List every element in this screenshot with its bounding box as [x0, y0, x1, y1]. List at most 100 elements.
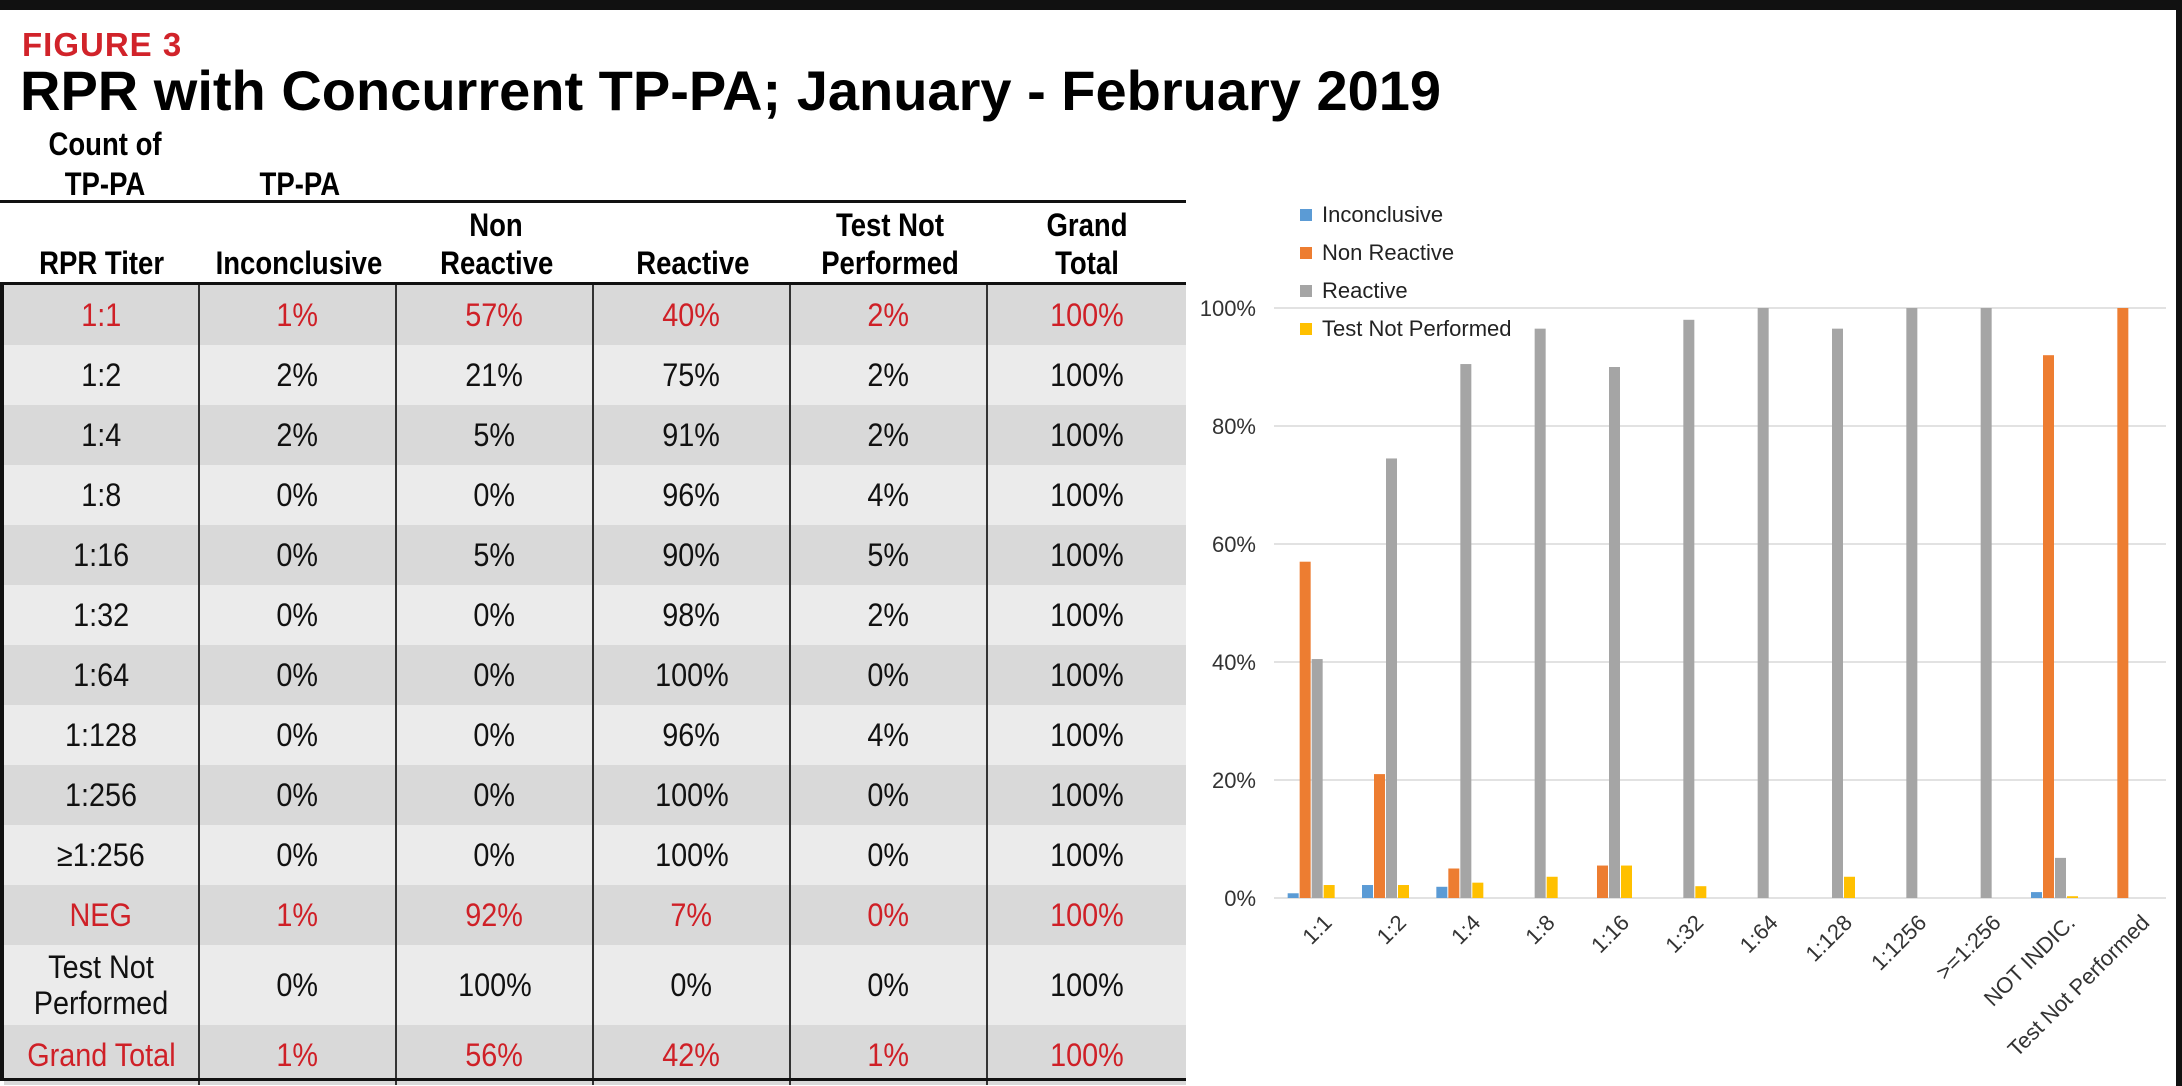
cell-text: 100% — [1050, 357, 1124, 393]
row-label-cell: 1:256 — [4, 765, 200, 825]
table-cell: 100% — [988, 705, 1186, 765]
header-top-rule — [0, 200, 1186, 203]
header-bottom-rule — [0, 282, 1186, 285]
legend-label: Test Not Performed — [1322, 316, 1512, 341]
table-cell: 40% — [594, 285, 791, 345]
cell-text: 0% — [276, 967, 319, 1003]
bar-non-reactive — [2043, 355, 2054, 898]
row-label-cell: 1:32 — [4, 585, 200, 645]
bar-inconclusive — [1436, 886, 1448, 898]
col-header-test-not-performed: Test Not Performed — [820, 207, 959, 281]
cell-text: 1:128 — [64, 717, 138, 753]
table-cell: 100% — [988, 285, 1186, 345]
table-row: 1:16 0% 5% 90% 5% 100% — [4, 525, 1186, 585]
cell-text: 100% — [1050, 837, 1124, 873]
row-label-cell: Test Not Performed — [4, 945, 200, 1025]
bar-reactive — [1609, 367, 1620, 898]
cell-text: 0% — [867, 837, 910, 873]
table-cell: 5% — [397, 525, 594, 585]
cell-text: 42% — [662, 1037, 721, 1073]
cell-text: 100% — [1050, 717, 1124, 753]
row-label-cell: 1:4 — [4, 405, 200, 465]
cell-text: Test Not Performed — [33, 949, 169, 1021]
table-cell: 100% — [988, 405, 1186, 465]
tppa-group-label: TP-PA — [200, 164, 400, 204]
table-cell: 4% — [791, 705, 988, 765]
table-cell: 0% — [397, 765, 594, 825]
cell-text: 0% — [867, 657, 910, 693]
cell-text: 100% — [1050, 967, 1124, 1003]
table-cell: 1% — [791, 1025, 988, 1085]
legend-swatch — [1300, 285, 1312, 297]
bar-inconclusive — [2031, 892, 2042, 898]
col-header-non-reactive: Non Reactive — [439, 207, 553, 281]
cell-text: 96% — [662, 477, 721, 513]
cell-text: 100% — [654, 657, 729, 693]
x-tick-label: 1:32 — [1660, 910, 1708, 958]
bar-reactive — [1906, 308, 1918, 898]
table-cell: 5% — [791, 525, 988, 585]
cell-text: 100% — [1050, 597, 1124, 633]
cell-text: 100% — [654, 777, 729, 813]
bar-reactive — [1757, 308, 1769, 898]
table-cell: 0% — [791, 945, 988, 1025]
cell-text: 0% — [473, 717, 516, 753]
cell-text: 1:4 — [80, 417, 122, 453]
cell-text: 2% — [867, 357, 910, 393]
table-cell: 2% — [791, 285, 988, 345]
cell-text: 75% — [662, 357, 721, 393]
table-cell: 2% — [791, 345, 988, 405]
x-tick-label: 1:1 — [1297, 910, 1336, 949]
x-tick-label: 1:64 — [1735, 910, 1783, 958]
bar-reactive — [2055, 857, 2066, 898]
table-cell: 0% — [594, 945, 791, 1025]
legend-swatch — [1300, 247, 1312, 259]
table-cell: 21% — [397, 345, 594, 405]
cell-text: 91% — [662, 417, 721, 453]
cell-text: 0% — [473, 657, 516, 693]
x-tick-label: 1:1256 — [1866, 910, 1931, 975]
table-cell: 96% — [594, 465, 791, 525]
cell-text: 100% — [1050, 477, 1124, 513]
cell-text: 4% — [867, 477, 910, 513]
table-cell: 1% — [200, 1025, 397, 1085]
table-cell: 2% — [200, 405, 397, 465]
x-tick-label: 1:8 — [1520, 910, 1559, 949]
legend-item: Reactive — [1300, 278, 1408, 304]
row-label-cell: 1:1 — [4, 285, 200, 345]
table-cell: 92% — [397, 885, 594, 945]
table-cell: 100% — [988, 645, 1186, 705]
table-row: NEG 1% 92% 7% 0% 100% — [4, 885, 1186, 945]
cell-text: 57% — [465, 297, 524, 333]
cell-text: 0% — [276, 717, 319, 753]
table-cell: 96% — [594, 705, 791, 765]
cell-text: 1:32 — [72, 597, 130, 633]
cell-text: 100% — [1050, 537, 1124, 573]
row-label-cell: 1:2 — [4, 345, 200, 405]
table-row: 1:256 0% 0% 100% 0% 100% — [4, 765, 1186, 825]
x-tick-label: Test Not Performed — [2003, 910, 2155, 1062]
bar-non-reactive — [1597, 865, 1608, 898]
bar-inconclusive — [1287, 893, 1299, 898]
table-cell: 2% — [791, 405, 988, 465]
table-left-border — [0, 282, 4, 1080]
cell-text: 1:16 — [72, 537, 130, 573]
cell-text: 2% — [867, 597, 910, 633]
table-cell: 0% — [791, 765, 988, 825]
bar-test-not-performed — [1621, 865, 1632, 898]
table-cell: 56% — [397, 1025, 594, 1085]
x-tick-label: 1:4 — [1446, 910, 1485, 949]
table-cell: 100% — [594, 765, 791, 825]
bar-non-reactive — [1448, 868, 1460, 898]
cell-text: 0% — [276, 777, 319, 813]
cell-text: 0% — [867, 897, 910, 933]
top-border — [0, 0, 2182, 10]
legend-swatch — [1300, 209, 1312, 221]
table-bottom-rule — [0, 1078, 1186, 1081]
y-tick-label: 20% — [1212, 768, 1256, 793]
bar-reactive — [1534, 328, 1546, 898]
col-header-inconclusive: Inconclusive — [215, 245, 382, 281]
bar-test-not-performed — [1695, 886, 1707, 898]
table-cell: 0% — [791, 825, 988, 885]
cell-text: 0% — [473, 597, 516, 633]
